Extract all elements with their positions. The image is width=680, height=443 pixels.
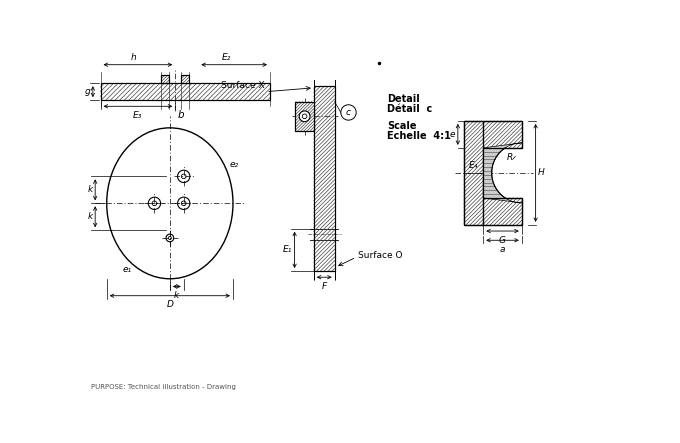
- Bar: [101, 83, 270, 100]
- Text: E₄: E₄: [469, 161, 478, 170]
- Bar: [483, 198, 522, 225]
- Text: E₁: E₁: [283, 245, 292, 254]
- Bar: [483, 121, 522, 148]
- Bar: [182, 75, 189, 83]
- Text: Echelle  4:1: Echelle 4:1: [387, 131, 451, 141]
- Text: Détail  c: Détail c: [387, 104, 432, 114]
- Text: R: R: [507, 153, 513, 163]
- Bar: [161, 75, 169, 83]
- Bar: [182, 75, 189, 83]
- Text: Detail: Detail: [387, 94, 420, 104]
- Text: E₂: E₂: [222, 54, 231, 62]
- Text: c: c: [346, 108, 351, 117]
- Text: Surface O: Surface O: [358, 251, 403, 260]
- Bar: [464, 121, 483, 225]
- Text: g: g: [85, 87, 90, 96]
- Polygon shape: [483, 143, 522, 203]
- Text: k: k: [88, 212, 93, 222]
- Bar: [295, 102, 314, 131]
- Text: Scale: Scale: [387, 121, 416, 131]
- Bar: [464, 121, 483, 225]
- Text: D: D: [167, 300, 173, 309]
- Bar: [483, 121, 522, 148]
- Bar: [161, 75, 169, 83]
- Text: PURPOSE: Technical illustration - Drawing: PURPOSE: Technical illustration - Drawin…: [90, 385, 235, 390]
- Text: e₁: e₁: [123, 265, 132, 274]
- Circle shape: [299, 111, 310, 122]
- Text: b: b: [178, 110, 185, 120]
- Bar: [314, 86, 335, 271]
- Text: a: a: [500, 245, 505, 254]
- Bar: [295, 102, 314, 131]
- Text: F: F: [322, 282, 327, 291]
- Text: H: H: [538, 168, 545, 177]
- Text: Surface X: Surface X: [221, 81, 265, 90]
- Bar: [314, 86, 335, 271]
- Text: G: G: [499, 236, 506, 245]
- Text: E₃: E₃: [133, 111, 143, 120]
- Text: e₂: e₂: [229, 160, 238, 169]
- Text: k: k: [174, 291, 180, 300]
- Bar: [101, 83, 270, 100]
- Text: k: k: [88, 185, 93, 194]
- Text: h: h: [131, 54, 137, 62]
- Text: e: e: [450, 130, 456, 139]
- Bar: [483, 198, 522, 225]
